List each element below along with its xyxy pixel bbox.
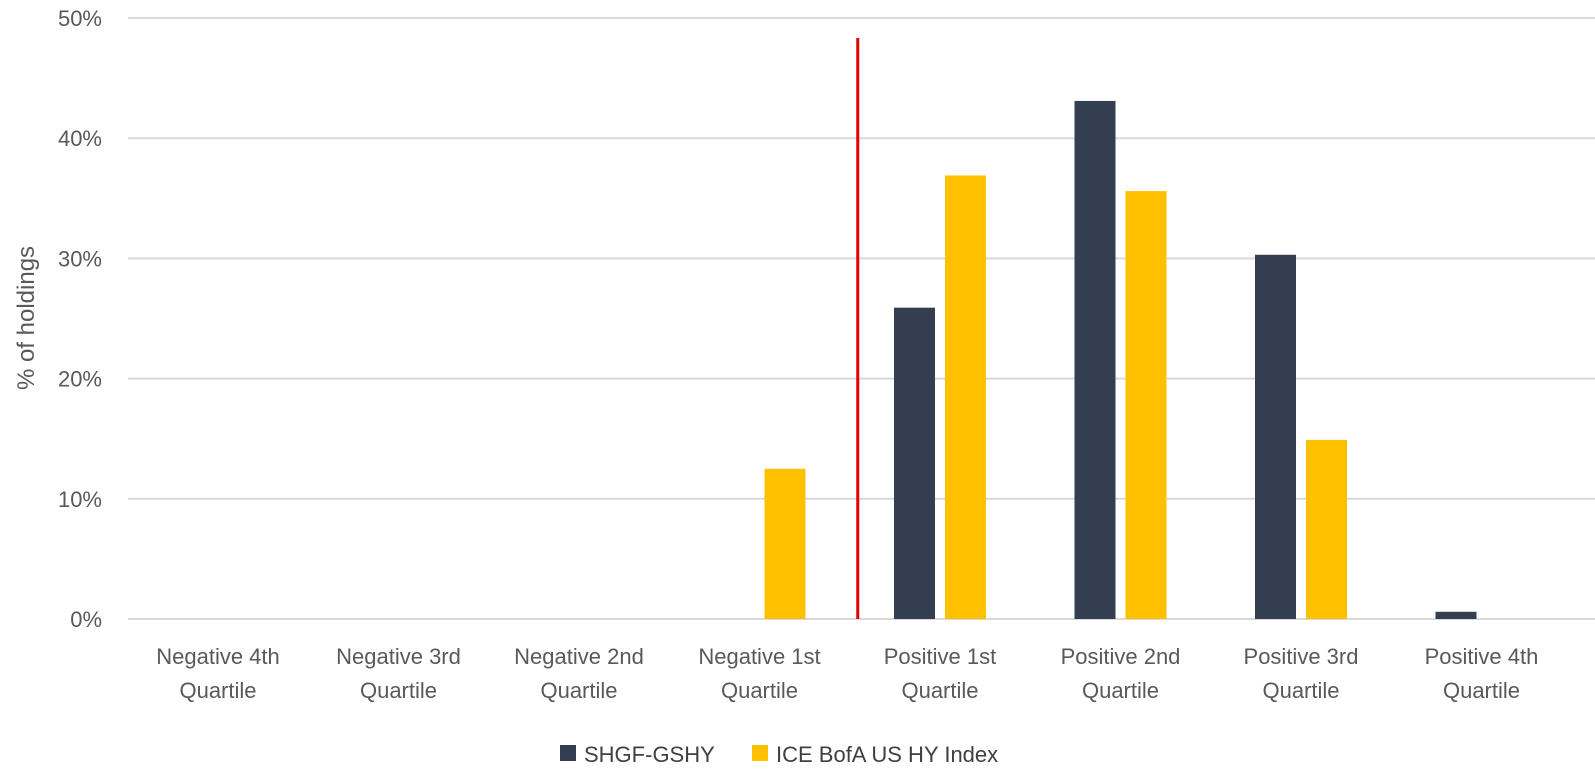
y-tick-label: 40% <box>58 126 102 151</box>
x-category-label: Positive 1st Quartile <box>884 644 997 703</box>
y-tick-label: 20% <box>58 367 102 392</box>
x-axis-categories: Negative 4th Quartile Negative 3rd Quartile… <box>156 644 1538 703</box>
bar-ice-bofa <box>764 468 806 619</box>
y-axis-ticks: 0% 10% 20% 30% 40% 50% <box>58 6 102 632</box>
bar-shgf-gshy <box>1255 254 1296 619</box>
legend-label: ICE BofA US HY Index <box>776 742 998 767</box>
x-category-label: Negative 2nd Quartile <box>514 644 644 703</box>
legend: SHGF-GSHY ICE BofA US HY Index <box>560 742 998 767</box>
x-category-label: Negative 4th Quartile <box>156 644 280 703</box>
bar-ice-bofa <box>1306 439 1347 619</box>
legend-swatch <box>752 745 768 761</box>
x-category-label: Negative 3rd Quartile <box>336 644 461 703</box>
gridlines <box>128 17 1595 620</box>
y-tick-label: 50% <box>58 6 102 31</box>
bars <box>764 100 1477 620</box>
bar-ice-bofa <box>1125 191 1167 619</box>
legend-label: SHGF-GSHY <box>584 742 715 767</box>
y-tick-label: 10% <box>58 487 102 512</box>
x-category-label: Negative 1st Quartile <box>698 644 820 703</box>
legend-swatch <box>560 745 576 761</box>
bar-ice-bofa <box>945 175 986 619</box>
y-axis-title: % of holdings <box>13 246 40 390</box>
x-category-label: Positive 2nd Quartile <box>1061 644 1181 703</box>
bar-shgf-gshy <box>1074 100 1116 620</box>
y-tick-label: 30% <box>58 246 102 271</box>
x-category-label: Positive 4th Quartile <box>1425 644 1539 703</box>
y-tick-label: 0% <box>70 607 102 632</box>
bar-shgf-gshy <box>894 307 935 619</box>
bar-shgf-gshy <box>1435 611 1477 619</box>
x-category-label: Positive 3rd Quartile <box>1244 644 1359 703</box>
